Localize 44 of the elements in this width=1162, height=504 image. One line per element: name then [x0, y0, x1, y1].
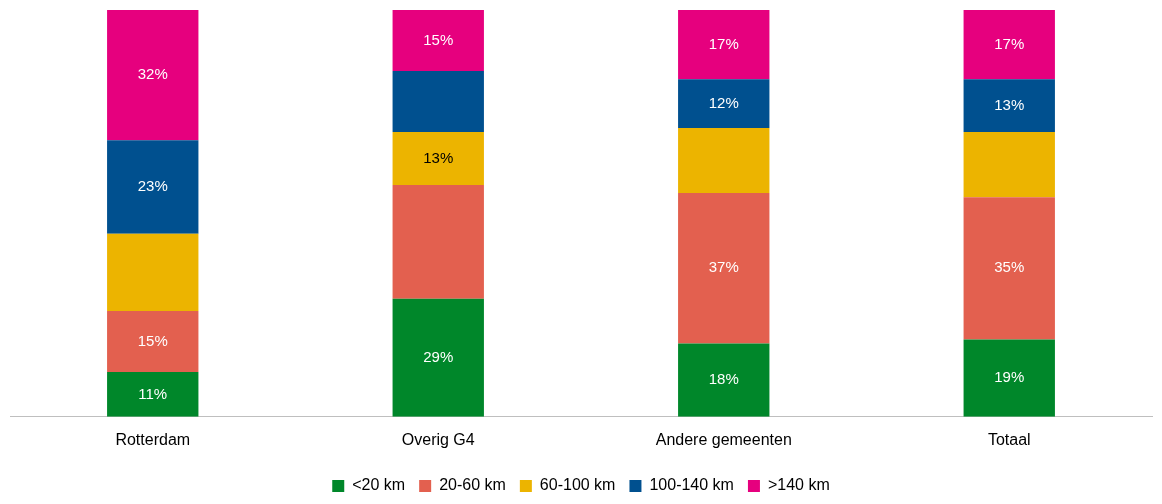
data-label: 37%	[708, 258, 739, 276]
bar	[392, 184, 484, 299]
bar	[107, 10, 199, 141]
bar	[963, 197, 1055, 340]
bar	[963, 10, 1055, 80]
data-label: 17%	[708, 34, 739, 52]
legend-label: 100-140 km	[649, 476, 734, 494]
bar	[107, 140, 199, 234]
x-tick-label: Overig G4	[401, 430, 475, 448]
data-label: 15%	[423, 30, 454, 48]
x-tick-label: Andere gemeenten	[655, 430, 792, 448]
bar	[107, 233, 199, 312]
data-label: 29%	[423, 347, 454, 365]
legend-label: 20-60 km	[439, 476, 506, 494]
bar	[392, 132, 484, 185]
bar	[963, 339, 1055, 417]
bar	[678, 10, 770, 80]
bar	[678, 127, 770, 194]
bar	[678, 79, 770, 128]
data-label: 23%	[137, 177, 168, 195]
bar	[963, 79, 1055, 133]
data-label: 15%	[137, 331, 168, 349]
bar	[678, 193, 770, 344]
legend-label: >140 km	[767, 476, 830, 494]
legend-label: <20 km	[352, 476, 406, 494]
bar	[392, 298, 484, 417]
data-label: 35%	[994, 258, 1025, 276]
data-label: 18%	[708, 370, 739, 388]
bar	[107, 311, 199, 373]
x-tick-label: Rotterdam	[115, 430, 191, 448]
bar	[963, 132, 1055, 198]
x-tick-label: Totaal	[987, 430, 1031, 448]
bar	[678, 343, 770, 417]
bar	[392, 71, 484, 133]
data-label: 11%	[138, 384, 168, 402]
data-label: 19%	[994, 368, 1025, 386]
data-label: 13%	[423, 148, 454, 166]
data-label: 13%	[994, 95, 1025, 113]
data-label: 12%	[708, 93, 739, 111]
bar	[107, 372, 199, 417]
data-label: 32%	[137, 65, 168, 83]
data-label: 17%	[994, 34, 1025, 52]
bar	[392, 10, 484, 72]
legend-label: 60-100 km	[539, 476, 616, 494]
